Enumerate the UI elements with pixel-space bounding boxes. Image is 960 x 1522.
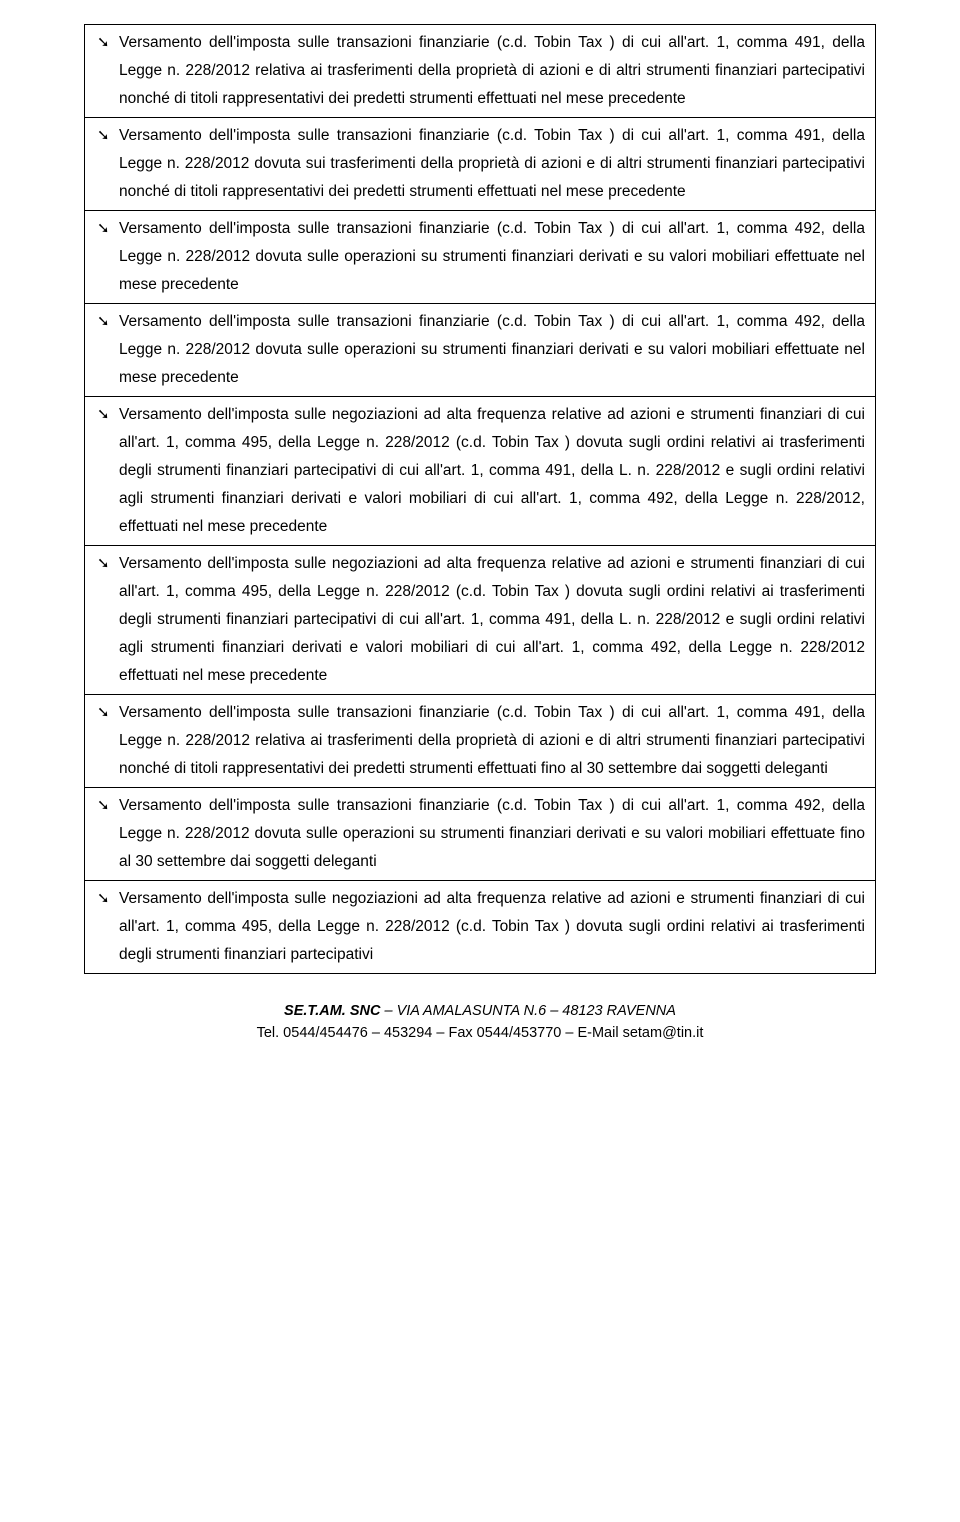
list-item: ➘ Versamento dell'imposta sulle negoziaz…	[85, 546, 875, 695]
item-text: Versamento dell'imposta sulle transazion…	[119, 122, 865, 206]
arrow-icon: ➘	[97, 550, 119, 578]
footer-contact: Tel. 0544/454476 – 453294 – Fax 0544/453…	[84, 1022, 876, 1044]
arrow-icon: ➘	[97, 699, 119, 727]
list-item: ➘ Versamento dell'imposta sulle transazi…	[85, 25, 875, 118]
arrow-icon: ➘	[97, 122, 119, 150]
item-text: Versamento dell'imposta sulle negoziazio…	[119, 401, 865, 541]
item-text: Versamento dell'imposta sulle transazion…	[119, 215, 865, 299]
arrow-icon: ➘	[97, 885, 119, 913]
footer-address-rest: – VIA AMALASUNTA N.6 – 48123 RAVENNA	[380, 1003, 676, 1019]
list-item: ➘ Versamento dell'imposta sulle transazi…	[85, 304, 875, 397]
arrow-icon: ➘	[97, 401, 119, 429]
footer-company: SE.T.AM. SNC	[284, 1003, 380, 1019]
arrow-icon: ➘	[97, 308, 119, 336]
footer-address: SE.T.AM. SNC – VIA AMALASUNTA N.6 – 4812…	[84, 1000, 876, 1022]
items-list: ➘ Versamento dell'imposta sulle transazi…	[84, 24, 876, 974]
list-item: ➘ Versamento dell'imposta sulle transazi…	[85, 118, 875, 211]
list-item: ➘ Versamento dell'imposta sulle negoziaz…	[85, 881, 875, 973]
item-text: Versamento dell'imposta sulle transazion…	[119, 29, 865, 113]
item-text: Versamento dell'imposta sulle transazion…	[119, 308, 865, 392]
item-text: Versamento dell'imposta sulle transazion…	[119, 699, 865, 783]
item-text: Versamento dell'imposta sulle negoziazio…	[119, 885, 865, 969]
list-item: ➘ Versamento dell'imposta sulle transazi…	[85, 788, 875, 881]
item-text: Versamento dell'imposta sulle transazion…	[119, 792, 865, 876]
arrow-icon: ➘	[97, 792, 119, 820]
list-item: ➘ Versamento dell'imposta sulle transazi…	[85, 211, 875, 304]
arrow-icon: ➘	[97, 29, 119, 57]
list-item: ➘ Versamento dell'imposta sulle transazi…	[85, 695, 875, 788]
arrow-icon: ➘	[97, 215, 119, 243]
item-text: Versamento dell'imposta sulle negoziazio…	[119, 550, 865, 690]
list-item: ➘ Versamento dell'imposta sulle negoziaz…	[85, 397, 875, 546]
page-footer: SE.T.AM. SNC – VIA AMALASUNTA N.6 – 4812…	[84, 1000, 876, 1044]
